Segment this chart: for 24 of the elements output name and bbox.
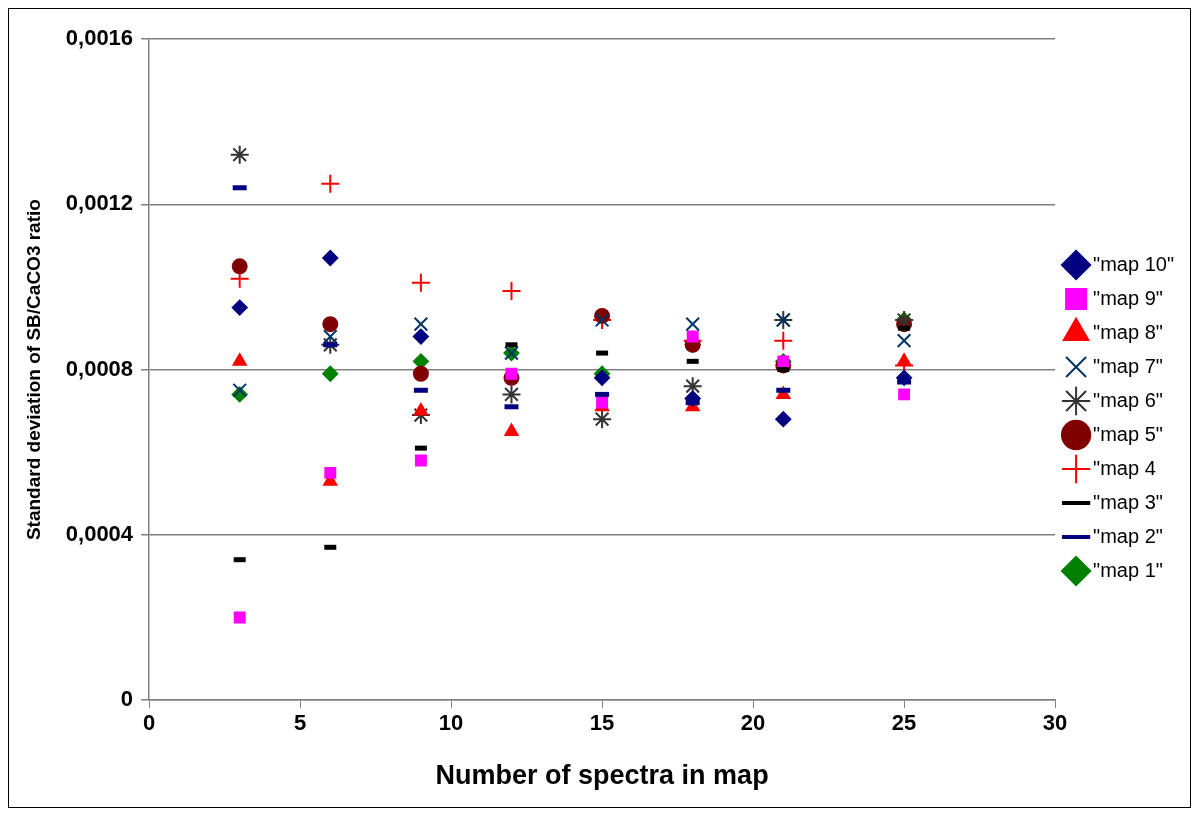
legend-label: "map 1" <box>1093 558 1163 581</box>
legend-label: "map 2" <box>1093 524 1163 547</box>
y-tick-label: 0,0016 <box>65 25 134 51</box>
y-axis-title: Standard deviation of SB/CaCO3 ratio <box>22 199 44 541</box>
legend-label: "map 4 <box>1093 456 1156 479</box>
x-axis-title: Number of spectra in map <box>435 760 769 791</box>
y-tick-label: 0,0008 <box>65 355 134 381</box>
x-tick-label: 15 <box>589 710 615 736</box>
legend-label: "map 9" <box>1093 286 1163 309</box>
legend-label: "map 10" <box>1093 252 1175 275</box>
x-tick-label: 20 <box>740 710 766 736</box>
legend-label: "map 5" <box>1093 422 1163 445</box>
y-tick-label: 0,0012 <box>65 190 134 216</box>
x-tick-label: 5 <box>293 710 307 736</box>
legend-label: "map 3" <box>1093 490 1163 513</box>
y-tick-label: 0 <box>120 686 134 712</box>
x-tick-label: 30 <box>1042 710 1068 736</box>
x-tick-label: 10 <box>438 710 464 736</box>
legend-label: "map 7" <box>1093 354 1163 377</box>
legend-label: "map 8" <box>1093 320 1163 343</box>
x-tick-label: 0 <box>142 710 156 736</box>
x-tick-label: 25 <box>891 710 917 736</box>
legend-label: "map 6" <box>1093 388 1163 411</box>
y-tick-label: 0,0004 <box>65 520 134 546</box>
